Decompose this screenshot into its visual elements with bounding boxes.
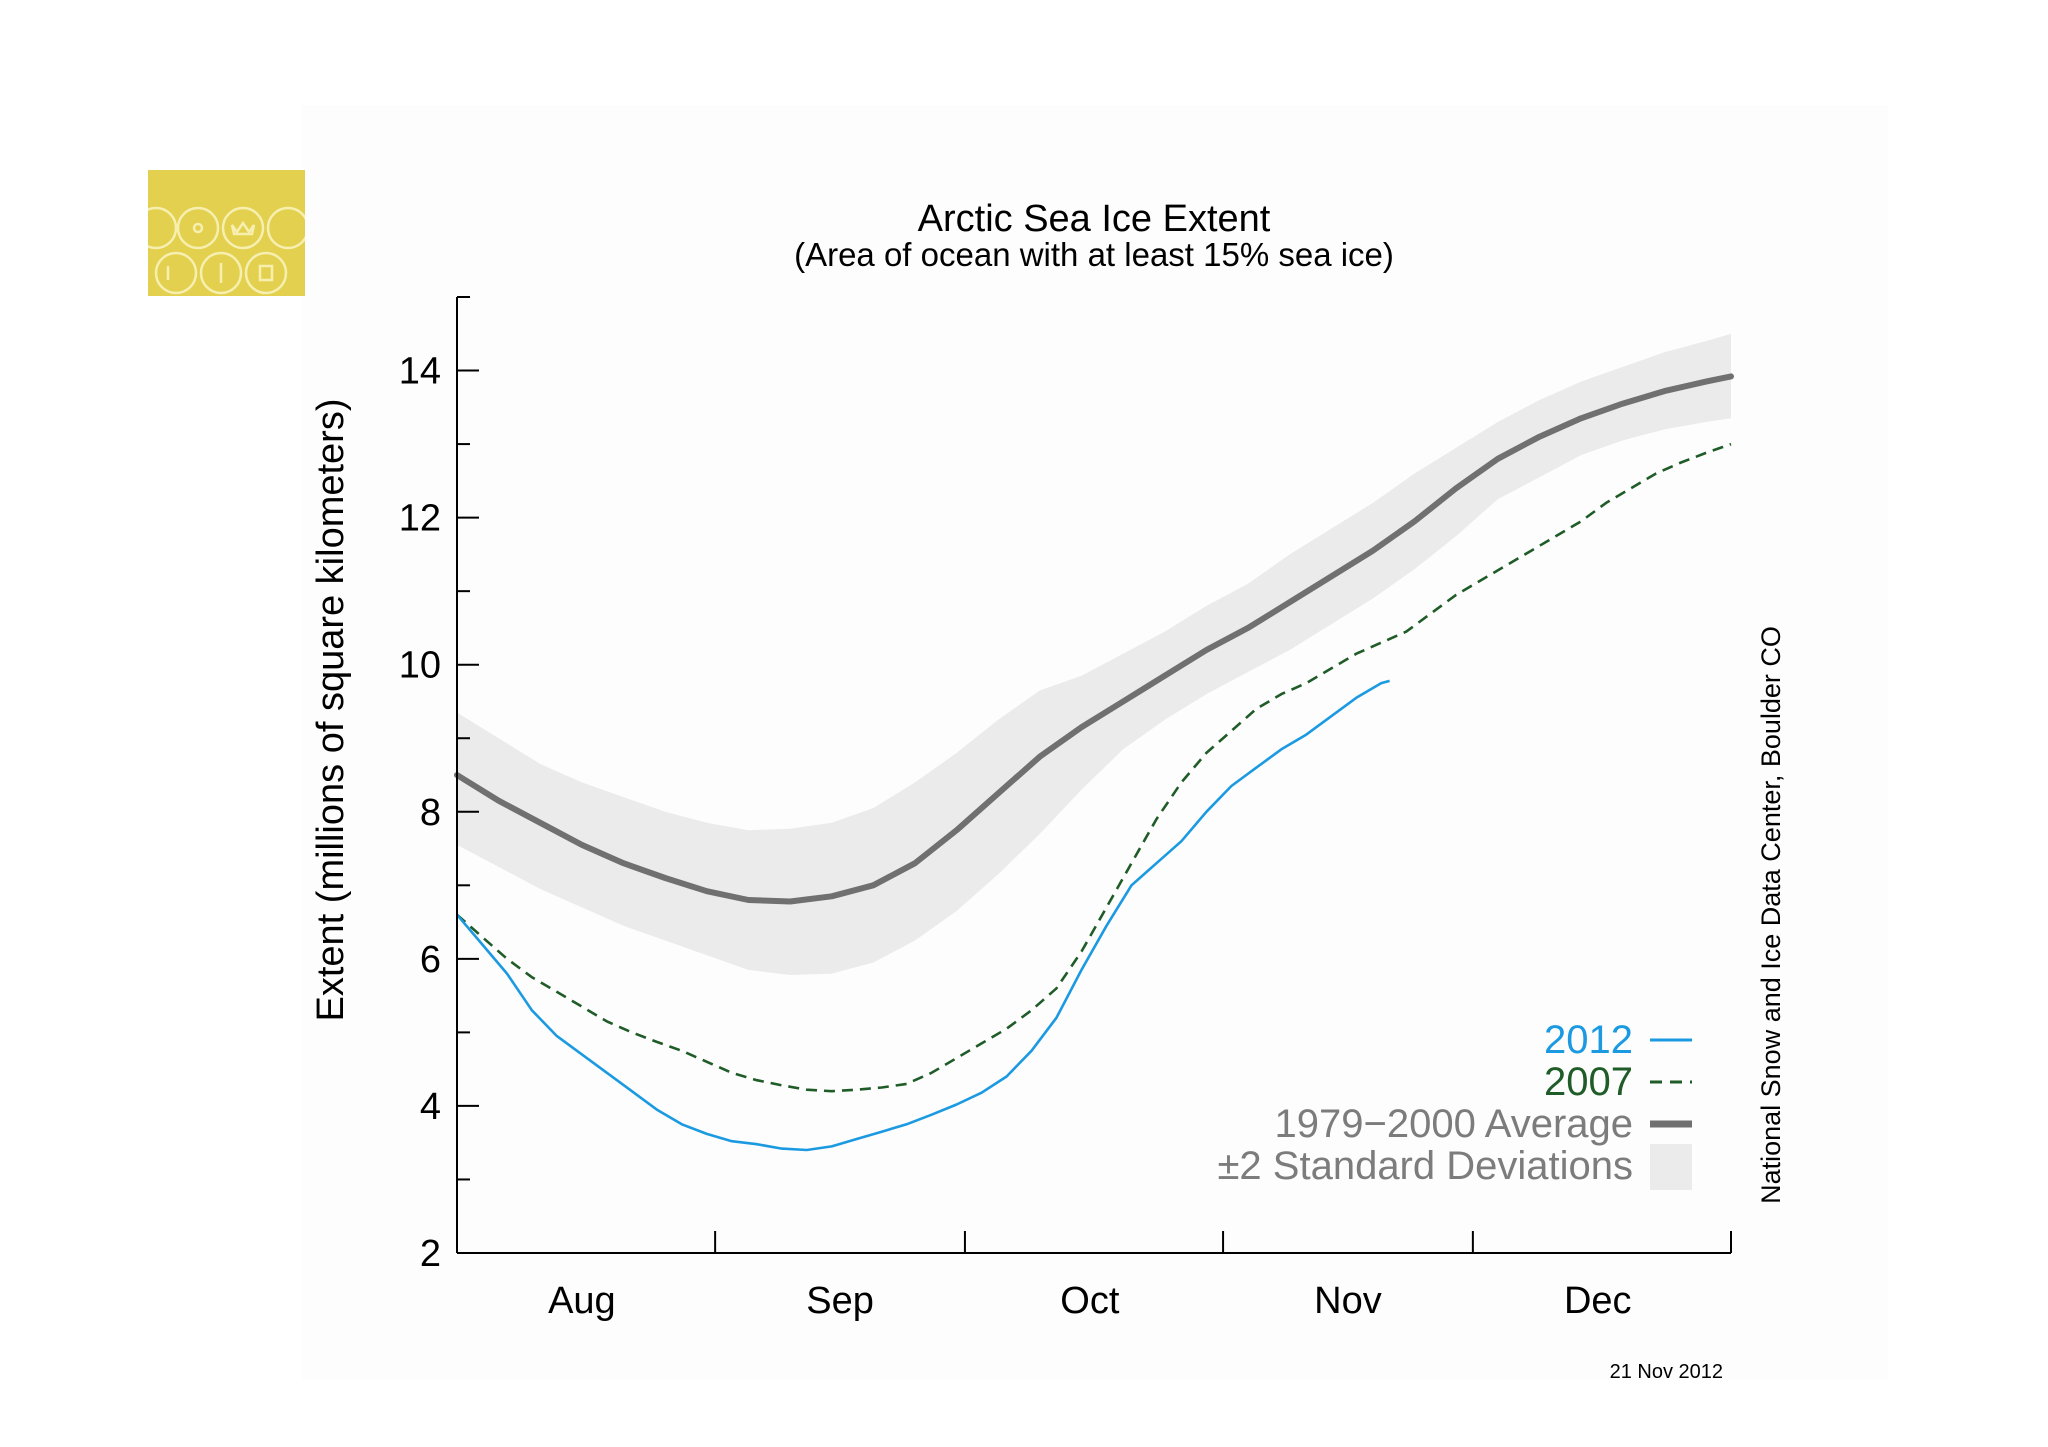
y-tick-label: 8 xyxy=(420,792,441,834)
y-tick-label: 2 xyxy=(420,1233,441,1275)
y-tick-label: 6 xyxy=(420,939,441,981)
x-tick-label-aug: Aug xyxy=(548,1280,616,1322)
legend-label-2007: 2007 xyxy=(1544,1060,1633,1104)
date-stamp: 21 Nov 2012 xyxy=(1610,1361,1723,1383)
series-line-2012 xyxy=(456,679,1390,1152)
legend-label-2012: 2012 xyxy=(1544,1018,1633,1062)
std-deviation-band xyxy=(457,333,1731,975)
y-tick-label: 14 xyxy=(399,351,441,393)
y-tick-label: 12 xyxy=(399,498,441,540)
legend-label-std: ±2 Standard Deviations xyxy=(1217,1144,1633,1188)
y-axis-label: Extent (millions of square kilometers) xyxy=(310,399,352,1022)
x-tick-label-nov: Nov xyxy=(1314,1280,1382,1322)
plot-area: 2 4 6 8 10 12 14 Aug Sep Oct Nov Dec xyxy=(399,296,1734,1322)
x-tick-label-sep: Sep xyxy=(806,1280,874,1322)
y-tick-label: 4 xyxy=(420,1086,441,1128)
series-line-2007 xyxy=(456,442,1732,1093)
logo-emblem-icon xyxy=(148,206,305,295)
legend-swatch-std xyxy=(1650,1144,1692,1190)
legend: 2012 2007 1979−2000 Average ±2 Standard … xyxy=(1217,1018,1692,1190)
x-tick-label-oct: Oct xyxy=(1060,1280,1120,1322)
y-tick-label: 10 xyxy=(399,645,441,687)
credit-label: National Snow and Ice Data Center, Bould… xyxy=(1756,626,1786,1204)
nsidc-logo xyxy=(148,170,305,296)
series-line-average xyxy=(454,373,1734,905)
chart-subtitle: (Area of ocean with at least 15% sea ice… xyxy=(794,236,1394,273)
x-tick-label-dec: Dec xyxy=(1564,1280,1632,1322)
chart-title: Arctic Sea Ice Extent xyxy=(918,198,1271,240)
legend-label-average: 1979−2000 Average xyxy=(1275,1102,1634,1146)
